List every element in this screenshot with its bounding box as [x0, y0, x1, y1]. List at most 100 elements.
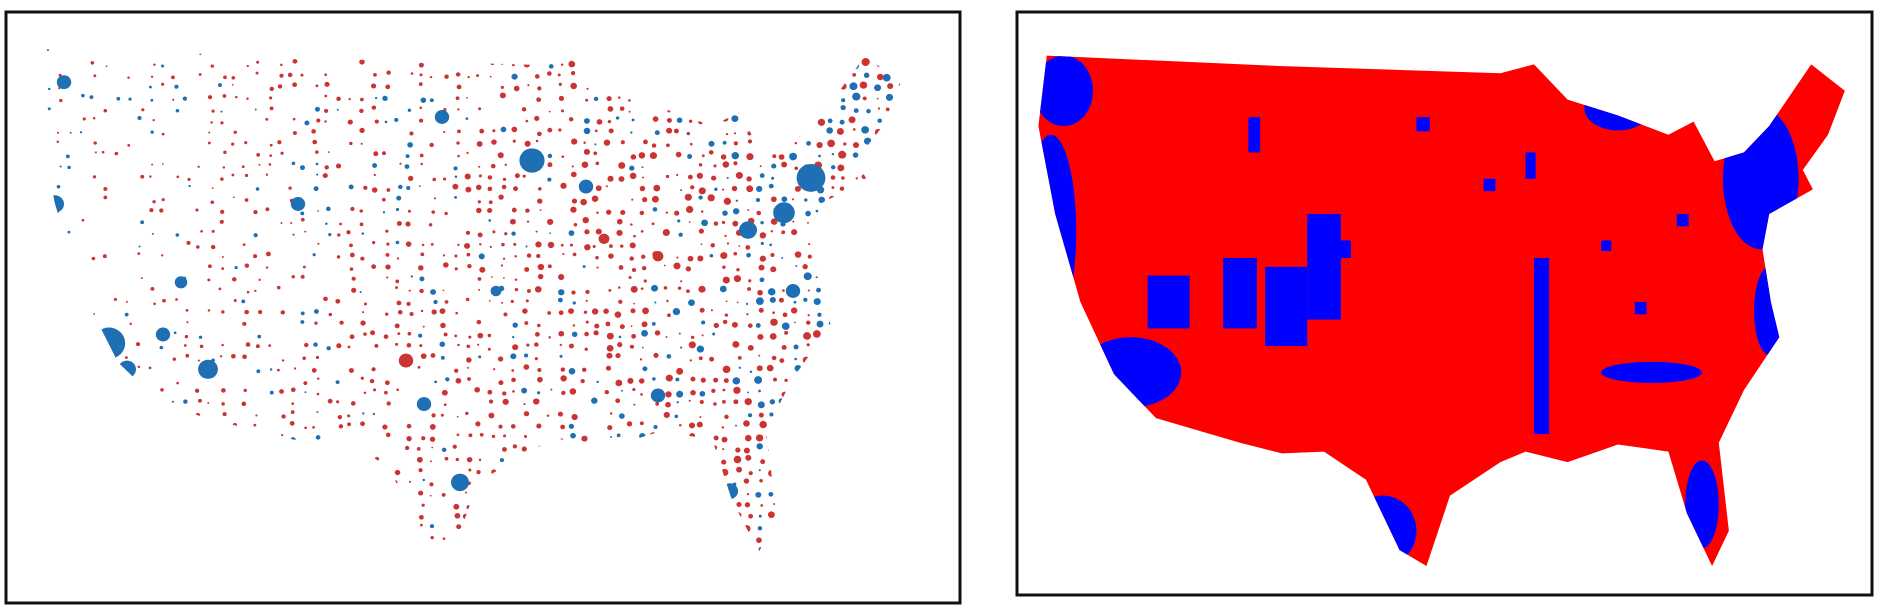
county-bubble [503, 277, 505, 279]
county-bubble [361, 232, 365, 235]
county-bubble [176, 381, 180, 385]
county-bubble [404, 445, 410, 451]
county-bubble [322, 173, 328, 179]
county-bubble [679, 424, 682, 427]
county-bubble [769, 412, 774, 417]
county-bubble [535, 241, 542, 248]
county-bubble [198, 335, 203, 339]
county-bubble [197, 165, 200, 168]
county-bubble [497, 152, 504, 159]
county-bubble [608, 128, 614, 134]
county-bubble [640, 230, 644, 233]
county-bubble [581, 435, 588, 442]
county-bubble [585, 299, 588, 302]
county-bubble [313, 342, 318, 347]
county-bubble [347, 345, 351, 349]
county-bubble [479, 128, 485, 134]
county-bubble [140, 174, 145, 179]
county-bubble [386, 188, 391, 192]
county-bubble [467, 76, 470, 79]
county-bubble [382, 95, 388, 102]
county-bubble [175, 109, 180, 113]
county-bubble [525, 245, 528, 248]
county-bubble [818, 196, 826, 204]
county-bubble [161, 64, 165, 68]
county-bubble [665, 391, 672, 398]
county-bubble [141, 108, 145, 112]
county-bubble [641, 346, 644, 349]
county-bubble [150, 130, 154, 134]
county-bubble [410, 72, 414, 75]
county-bubble [756, 537, 762, 543]
county-bubble [162, 298, 166, 303]
county-bubble [455, 72, 461, 77]
county-bubble [665, 143, 670, 148]
county-bubble [442, 177, 447, 181]
county-bubble [769, 296, 776, 303]
county-bubble [336, 108, 339, 111]
county-bubble [372, 241, 376, 245]
county-bubble [281, 414, 286, 419]
county-bubble [509, 218, 516, 225]
county-bubble [629, 165, 635, 171]
county-bubble [511, 231, 516, 236]
county-bubble [596, 211, 599, 214]
county-bubble [768, 491, 774, 497]
county-bubble [207, 309, 211, 312]
county-bubble [498, 194, 504, 200]
county-bubble [688, 299, 695, 307]
county-bubble [607, 106, 614, 112]
county-bubble [758, 307, 764, 313]
county-bubble [138, 245, 141, 248]
county-bubble [887, 83, 894, 89]
county-bubble [562, 252, 565, 256]
county-bubble [697, 255, 704, 262]
county-bubble [398, 353, 414, 368]
county-bubble [732, 340, 740, 348]
county-bubble [676, 117, 683, 123]
county-bubble [269, 368, 273, 371]
county-bubble [442, 254, 446, 257]
county-bubble [738, 366, 741, 369]
county-bubble [813, 298, 821, 306]
county-bubble [572, 252, 577, 257]
county-bubble [454, 267, 458, 271]
county-bubble [398, 184, 403, 190]
county-bubble [442, 537, 446, 540]
county-bubble [607, 119, 612, 124]
county-bubble [773, 202, 795, 224]
county-bubble [385, 229, 389, 233]
county-bubble [421, 243, 425, 247]
county-bubble [492, 129, 496, 133]
county-bubble [349, 334, 355, 340]
county-bubble [302, 356, 306, 360]
county-bubble [360, 376, 364, 380]
county-bubble [698, 285, 706, 293]
county-bubble [418, 62, 424, 68]
county-bubble [816, 320, 824, 328]
county-bubble [290, 222, 293, 224]
county-bubble [433, 299, 438, 305]
county-bubble [642, 307, 649, 315]
county-bubble [760, 504, 764, 507]
county-bubble [573, 223, 578, 227]
county-bubble [395, 207, 400, 212]
county-bubble [349, 141, 353, 146]
county-bubble [479, 243, 482, 246]
county-bubble [771, 176, 775, 180]
county-bubble [255, 187, 260, 191]
county-bubble [733, 275, 742, 283]
county-bubble [769, 243, 773, 247]
county-bubble [396, 195, 402, 201]
county-bubble [778, 297, 784, 303]
county-bubble [848, 116, 856, 124]
county-bubble [758, 412, 764, 418]
county-bubble [456, 84, 462, 90]
county-bubble [843, 142, 847, 146]
county-bubble [502, 398, 509, 405]
county-bubble [852, 152, 859, 158]
county-bubble [385, 253, 390, 257]
county-bubble [242, 321, 247, 326]
county-bubble [492, 230, 496, 234]
county-bubble [580, 379, 585, 384]
